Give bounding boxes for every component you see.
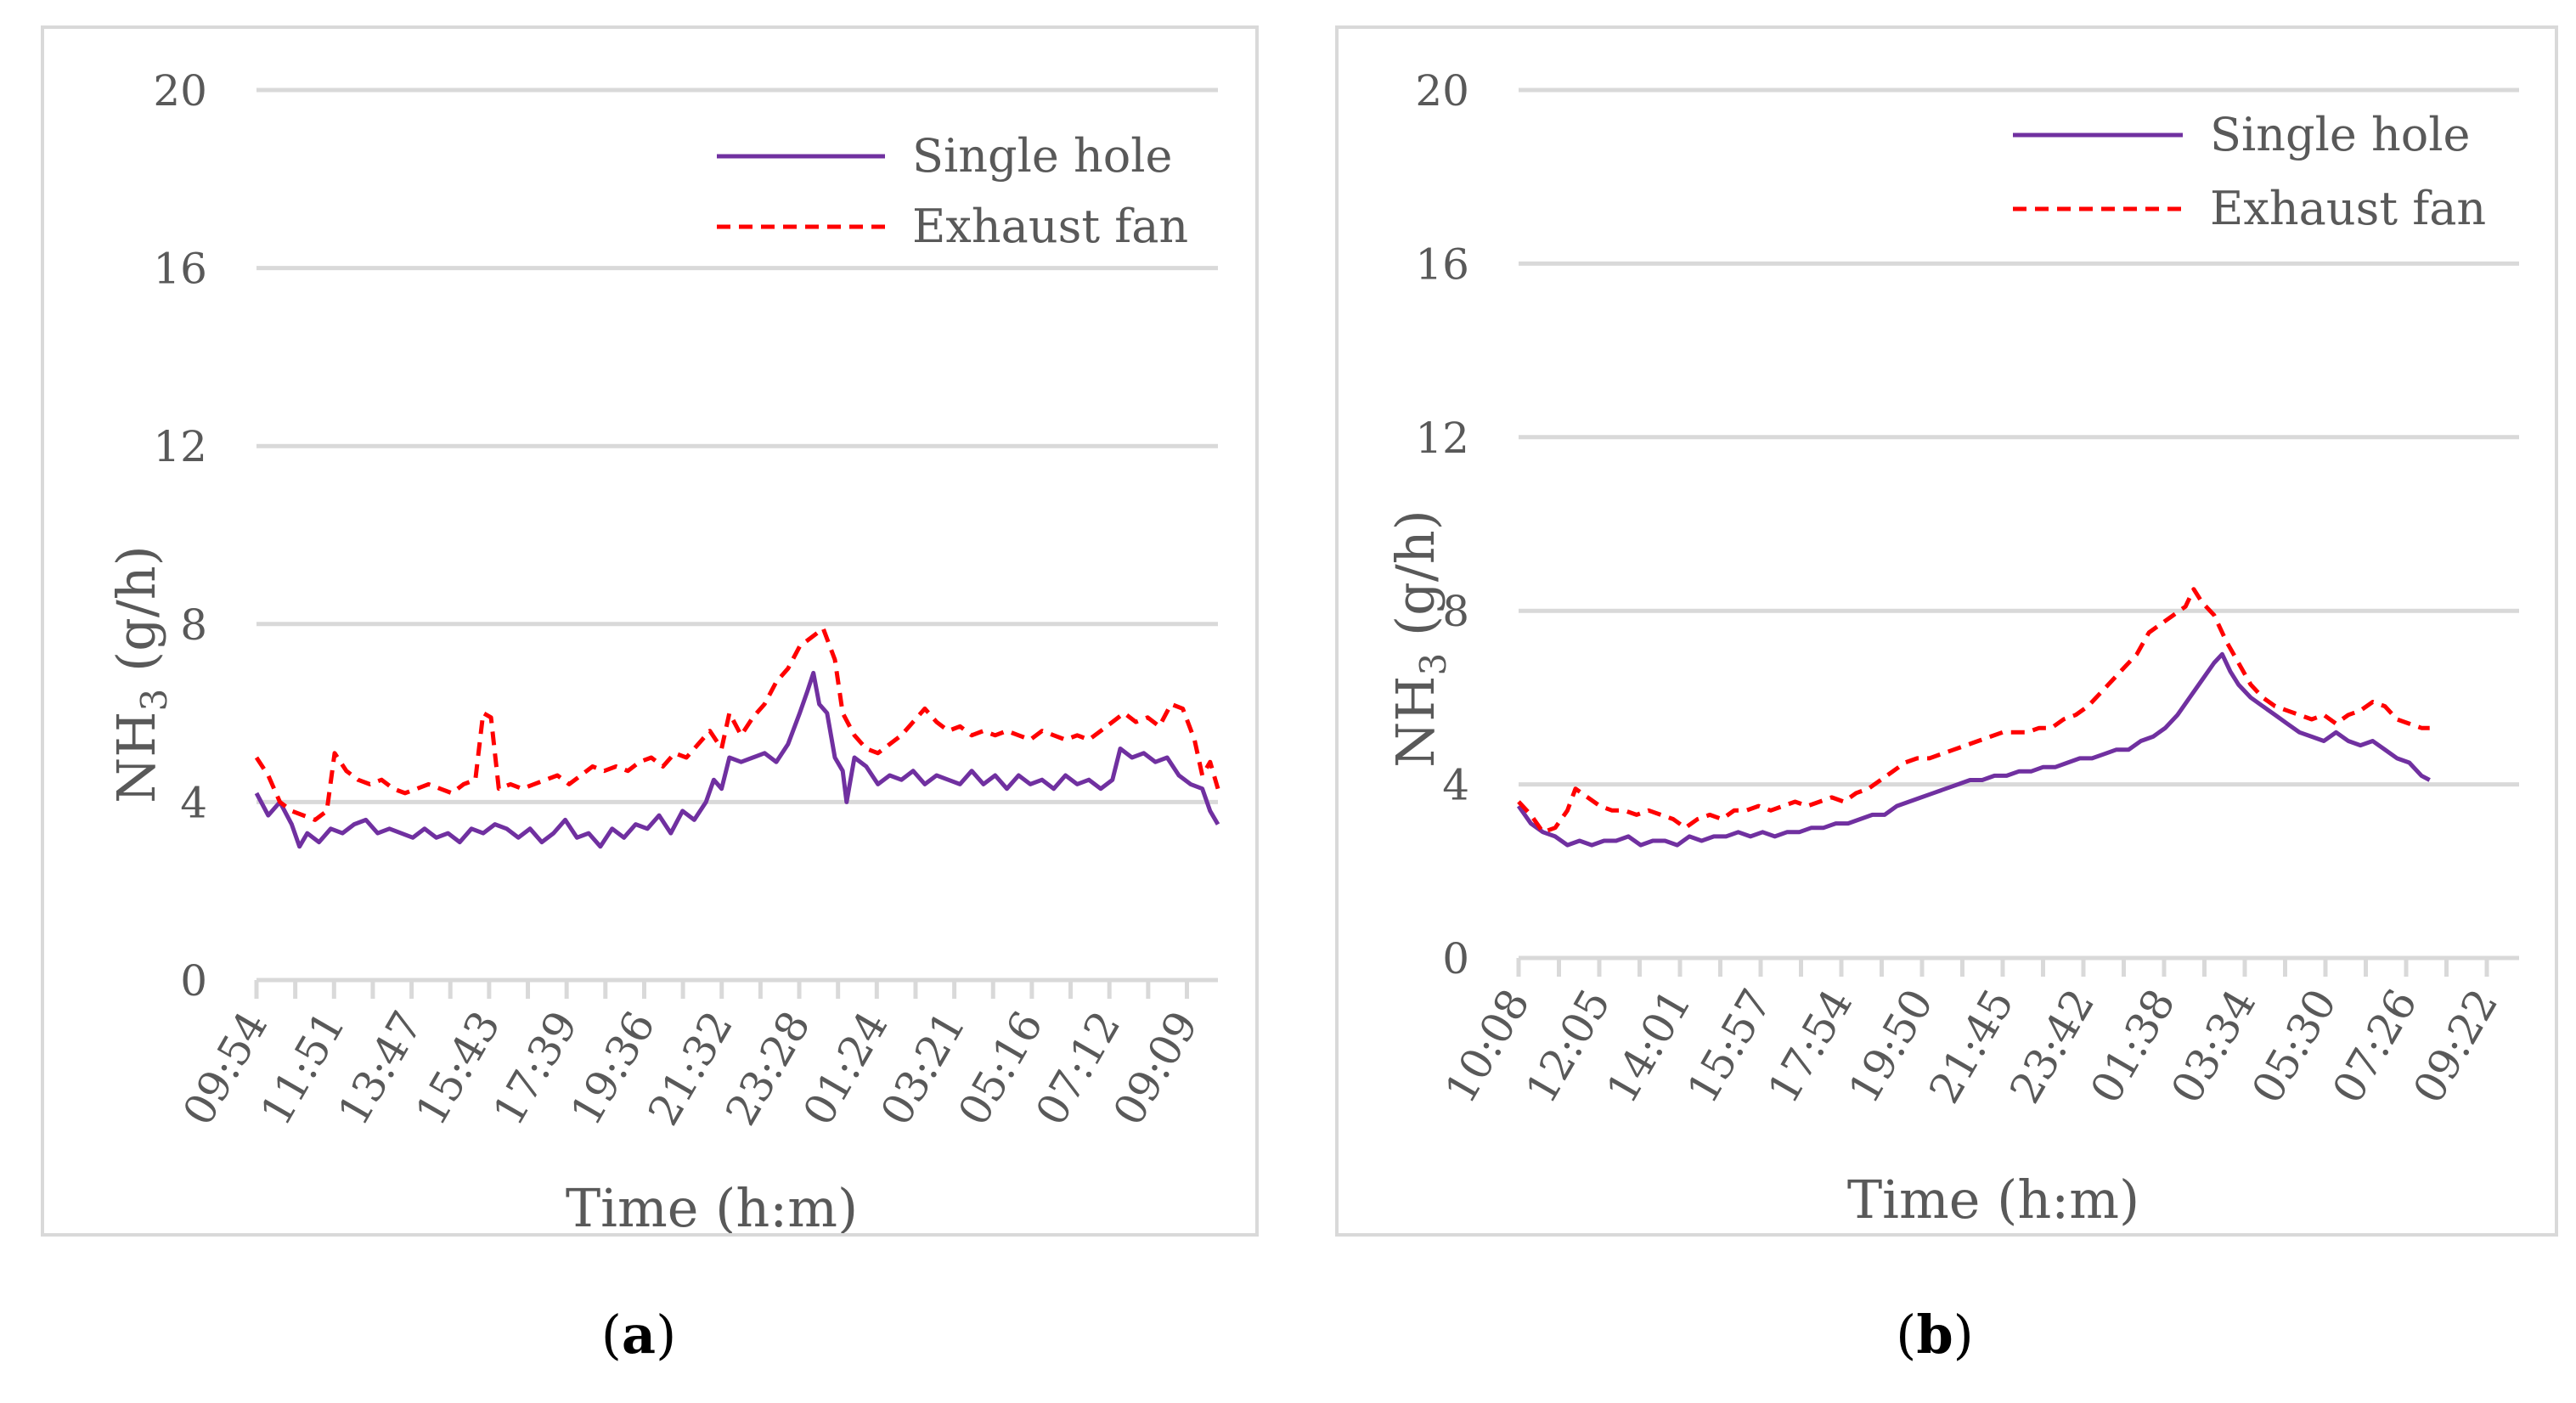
y-tick-label: 20 <box>1415 66 1469 116</box>
y-tick-label: 12 <box>1415 414 1469 463</box>
series-line-single-hole <box>254 670 1220 849</box>
x-axis-label: Time (h:m) <box>566 1177 858 1233</box>
y-tick-label: 0 <box>180 956 207 1006</box>
series-line-single-hole <box>1516 651 2431 848</box>
legend-label-single-hole: Single hole <box>912 129 1173 183</box>
legend-label-single-hole: Single hole <box>2210 108 2471 161</box>
y-tick-label: 4 <box>1442 761 1469 810</box>
y-tick-label: 8 <box>180 600 207 650</box>
chart-b-svg: 04812162010:0812:0514:0115:5717:5419:502… <box>1384 66 2519 1231</box>
y-tick-label: 0 <box>1442 934 1469 983</box>
series-line-exhaust-fan <box>1517 587 2430 835</box>
caption-a: (a) <box>600 1304 677 1366</box>
chart-a-svg: 04812162009:5411:5113:4715:4317:3919:362… <box>105 66 1220 1233</box>
series-line-exhaust-fan <box>254 626 1220 822</box>
y-tick-label: 8 <box>1442 587 1469 636</box>
y-axis-label: NH3 (g/h) <box>1384 510 1454 768</box>
caption-b-letter: b <box>1916 1304 1953 1366</box>
chart-panel-b: 0 4 8 12 16 20 10:08 12:05 14:01 15:57 17:54 19:50 2… <box>1335 25 2558 1237</box>
legend-label-exhaust-fan: Exhaust fan <box>2210 182 2486 235</box>
y-tick-label: 16 <box>1415 239 1469 289</box>
y-tick-label: 4 <box>180 778 207 827</box>
y-axis-label: NH3 (g/h) <box>105 545 175 803</box>
legend-label-exhaust-fan: Exhaust fan <box>912 200 1188 253</box>
y-tick-label: 12 <box>153 422 207 471</box>
x-axis-label: Time (h:m) <box>1847 1169 2139 1231</box>
y-tick-label: 16 <box>153 245 207 294</box>
caption-a-letter: a <box>621 1304 657 1366</box>
chart-panel-a: 0 4 8 12 16 20 09:54 11:51 13:47 15:43 17:39 19:36 2… <box>41 25 1259 1237</box>
caption-b: (b) <box>1896 1304 1974 1366</box>
x-tick-label: 09:22 <box>2404 981 2507 1112</box>
y-tick-label: 20 <box>153 66 207 116</box>
